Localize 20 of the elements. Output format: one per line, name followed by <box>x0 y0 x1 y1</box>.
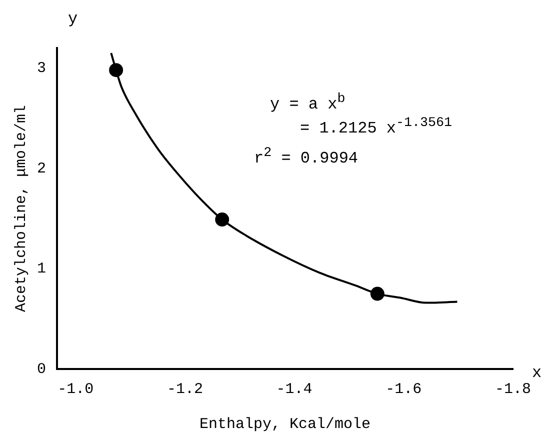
x-tick-label: -1.8 <box>494 380 532 398</box>
point <box>370 286 384 301</box>
annotation: r$^{2}$ = 0.9994 <box>254 146 358 168</box>
x-tick-label: -1.6 <box>386 380 422 398</box>
annotation: = 1.2125 x$^{-1.3561}$ <box>300 116 452 138</box>
x-tick-label: -1.2 <box>166 380 203 398</box>
y-tick-label: 0 <box>36 360 46 378</box>
y-axis-title: Acetylcholine, μmole/ml <box>12 104 30 312</box>
line-series <box>110 52 458 304</box>
text: y <box>68 10 78 28</box>
annotation: y = a x$^{b}$ <box>270 92 346 114</box>
y-tick-label: 1 <box>36 260 46 278</box>
x-axis-title: Enthalpy, Kcal/mole <box>199 416 371 433</box>
point <box>215 212 230 227</box>
y-tick-label: 2 <box>36 160 46 178</box>
text: x <box>532 364 542 382</box>
x-tick-label: -1.0 <box>58 380 94 398</box>
x-tick-label: -1.4 <box>276 380 312 398</box>
point <box>109 63 124 78</box>
y-tick-label: 3 <box>36 60 46 78</box>
